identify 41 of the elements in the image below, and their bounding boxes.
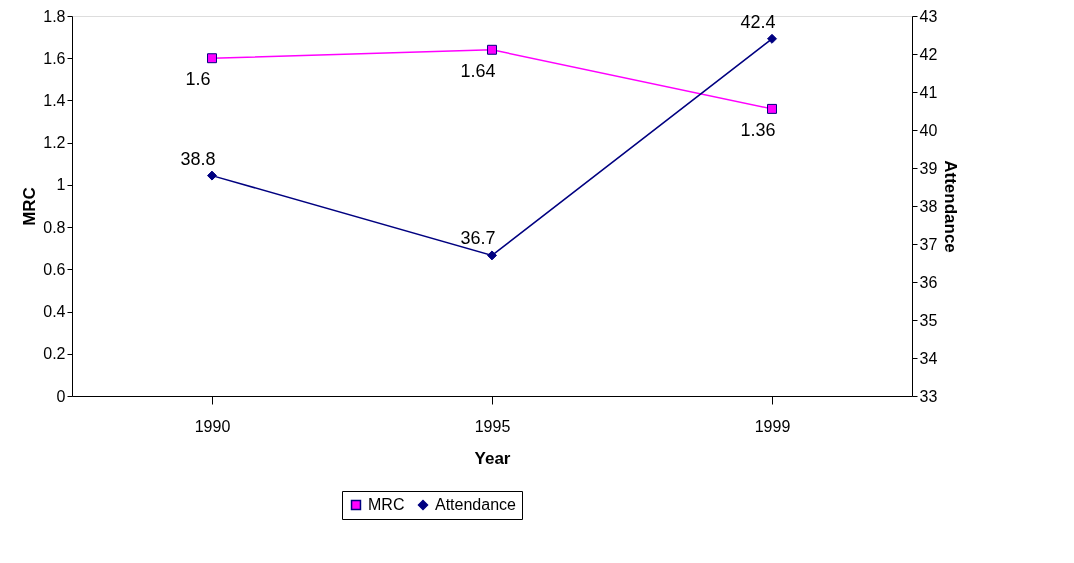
- x-tick-label: 1999: [754, 417, 791, 435]
- y-tick-label: 1.2: [43, 134, 66, 152]
- y-tick-label: 0.4: [43, 303, 66, 321]
- y-tick-label: 1.4: [43, 91, 66, 109]
- data-label: 38.8: [180, 148, 216, 169]
- y2-tick-label: 42: [919, 45, 938, 63]
- data-label: 1.64: [460, 60, 496, 81]
- x-axis-title: Year: [474, 448, 511, 468]
- point: [487, 250, 497, 261]
- data-label: 36.7: [460, 228, 496, 249]
- y2-tick-label: 43: [919, 7, 938, 25]
- point: [207, 170, 217, 181]
- y-tick-label: 1.6: [43, 49, 66, 67]
- data-label: 42.4: [740, 11, 776, 32]
- point: [487, 44, 497, 55]
- y2-tick-label: 37: [919, 235, 938, 253]
- y2-axis-title: Attendance: [941, 160, 961, 253]
- y-tick-label: 0.6: [43, 260, 66, 278]
- y2-tick-label: 34: [919, 349, 938, 367]
- y2-tick-label: 40: [919, 121, 938, 139]
- data-label: 1.6: [185, 69, 211, 90]
- x-tick-label: 1995: [474, 417, 511, 435]
- y2-tick-label: 41: [919, 83, 938, 101]
- y-tick-label: 0.8: [43, 218, 66, 236]
- y2-tick-label: 35: [919, 311, 938, 329]
- y-tick-label: 0: [56, 387, 66, 405]
- y2-tick-label: 33: [919, 387, 938, 405]
- point: [767, 33, 777, 44]
- y-axis-title: MRC: [20, 187, 40, 226]
- y2-tick-label: 38: [919, 197, 938, 215]
- x-tick-label: 1990: [194, 417, 231, 435]
- legend-label: Attendance: [435, 496, 517, 513]
- data-label: 1.36: [740, 119, 776, 140]
- y2-tick-label: 39: [919, 159, 938, 177]
- y-tick-label: 0.2: [43, 345, 66, 363]
- y-tick-label: 1: [56, 176, 66, 194]
- y-tick-label: 1.8: [43, 7, 66, 25]
- point: [207, 53, 217, 64]
- y2-tick-label: 36: [919, 273, 938, 291]
- point: [767, 103, 777, 114]
- legend-label: MRC: [368, 496, 405, 513]
